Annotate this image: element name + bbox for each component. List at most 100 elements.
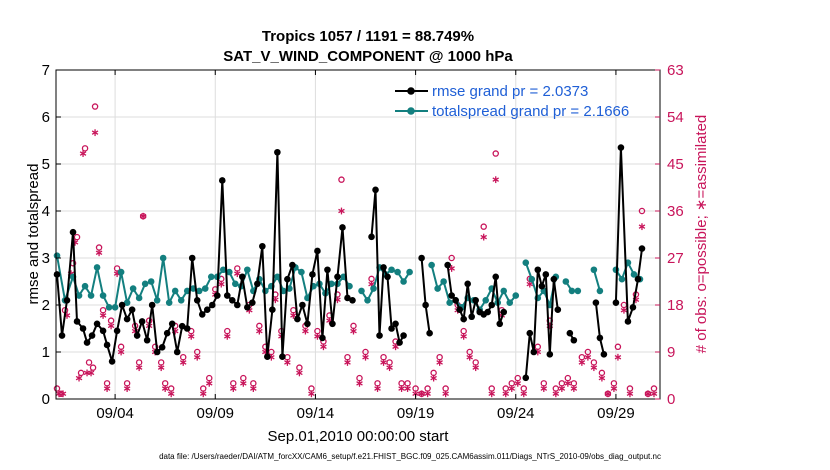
totalspread-point (440, 278, 447, 285)
obs-assimilated-marker (135, 364, 143, 372)
obs-possible-marker (308, 385, 315, 392)
obs-assimilated-marker (338, 207, 345, 215)
totalspread-point (370, 285, 377, 292)
y-tick-label-left: 0 (42, 391, 50, 408)
obs-assimilated-marker (187, 332, 195, 340)
obs-assimilated-marker (250, 385, 257, 392)
rmse-point (444, 261, 451, 269)
obs-possible-marker (404, 380, 411, 387)
obs-possible-marker (614, 343, 622, 351)
rmse-point (384, 273, 391, 281)
obs-assimilated-marker (644, 390, 652, 398)
rmse-point (617, 144, 625, 151)
rmse-point (218, 177, 226, 184)
obs-possible-marker (224, 327, 231, 335)
obs-possible-marker (344, 353, 351, 361)
rmse-point (496, 320, 504, 328)
obs-markers (53, 103, 658, 398)
obs-possible-marker (356, 374, 363, 382)
obs-assimilated-marker (161, 385, 169, 392)
rmse-line (614, 147, 643, 322)
totalspread-point (446, 299, 453, 306)
rmse-point (596, 334, 604, 342)
totalspread-point (171, 287, 179, 295)
obs-possible-marker (472, 359, 479, 366)
obs-possible-marker (296, 364, 303, 371)
obs-assimilated-marker (564, 379, 572, 387)
obs-assimilated-marker (418, 390, 425, 398)
obs-possible-marker (534, 343, 542, 351)
obs-possible-marker (179, 353, 187, 361)
rmse-point (530, 348, 538, 356)
rmse-point (344, 294, 351, 302)
rmse-point (294, 315, 301, 323)
rmse-point (304, 320, 311, 328)
obs-possible-marker (570, 380, 578, 387)
obs-assimilated-marker (91, 129, 99, 137)
obs-assimilated-marker (87, 369, 95, 377)
rmse-point (538, 282, 546, 290)
rmse-point (566, 329, 574, 337)
rmse-point (264, 353, 271, 361)
y-tick-label-right: 27 (667, 250, 684, 267)
rmse-point (213, 292, 221, 299)
rmse-point (334, 273, 341, 281)
rmse-point (103, 341, 111, 349)
totalspread-point (177, 297, 185, 304)
x-axis-label: Sep.01,2010 00:00:00 start (268, 428, 450, 445)
totalspread-point (482, 297, 490, 304)
rmse-point (314, 247, 321, 255)
obs-assimilated-marker (230, 385, 237, 392)
obs-possible-marker (206, 374, 213, 382)
rmse-point (368, 233, 375, 241)
rmse-point (153, 348, 161, 356)
rmse-point (63, 297, 71, 304)
obs-possible-marker (502, 385, 509, 392)
obs-possible-marker (123, 380, 131, 387)
obs-assimilated-marker (650, 390, 658, 398)
rmse-point (73, 318, 81, 325)
rmse-point (239, 273, 246, 281)
rmse-point (492, 273, 500, 281)
rmse-point (148, 301, 156, 309)
obs-possible-marker (368, 275, 375, 283)
totalspread-point (135, 294, 143, 302)
obs-assimilated-marker (578, 359, 586, 366)
y-tick-label-right: 9 (667, 344, 675, 361)
obs-possible-marker (638, 207, 646, 215)
obs-possible-marker (230, 380, 237, 387)
obs-possible-marker (161, 380, 169, 387)
y-tick-label-left: 6 (42, 109, 50, 126)
rmse-point (158, 344, 166, 351)
series-lines (53, 144, 646, 382)
obs-assimilated-marker (296, 369, 303, 377)
legend-rmse-label: rmse grand pr = 2.0373 (432, 83, 588, 100)
rmse-point (550, 275, 558, 283)
obs-assimilated-marker (234, 270, 241, 278)
rmse-point (284, 275, 291, 283)
rmse-point (452, 297, 459, 304)
obs-assimilated-marker (320, 343, 327, 351)
rmse-point (422, 301, 429, 309)
rmse-point (592, 299, 600, 306)
obs-assimilated-marker (344, 359, 351, 366)
obs-possible-marker (380, 353, 387, 361)
rmse-line (370, 189, 405, 346)
y-axis-label-right: # of obs: o=possible; ∗=assimilated (693, 115, 710, 354)
rmse-point (99, 327, 107, 335)
obs-assimilated-marker (205, 379, 213, 387)
legend-spread-marker (407, 107, 415, 115)
obs-assimilated-marker (436, 359, 443, 366)
totalspread-point (434, 285, 441, 292)
obs-assimilated-marker (107, 322, 115, 330)
obs-possible-marker (386, 359, 393, 366)
obs-possible-marker (89, 364, 97, 371)
obs-assimilated-marker (75, 374, 83, 382)
rmse-point (468, 313, 475, 321)
obs-possible-marker (167, 385, 175, 392)
obs-assimilated-marker (217, 280, 225, 288)
obs-possible-marker (234, 265, 241, 272)
rmse-point (349, 297, 356, 304)
obs-assimilated-marker (179, 359, 187, 366)
obs-assimilated-marker (598, 374, 606, 382)
